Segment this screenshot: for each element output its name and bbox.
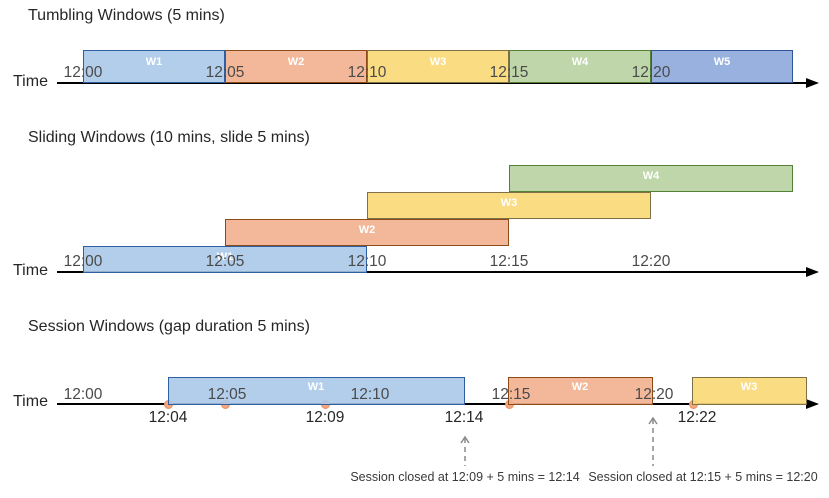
session-event-time-12-22: 12:22	[677, 409, 717, 426]
sliding-tick-12-10: 12:10	[347, 253, 387, 270]
tumbling-window-w1-label: W1	[145, 56, 163, 68]
sliding-window-w4	[509, 165, 793, 192]
session-tick-12-15: 12:15	[491, 386, 531, 403]
tumbling-window-w2	[225, 50, 367, 83]
sliding-tick-12-05: 12:05	[205, 253, 245, 270]
session-time-axis-label: Time	[13, 393, 48, 410]
tumbling-window-w5-label: W5	[713, 56, 731, 68]
tumbling-tick-12-00: 12:00	[63, 64, 103, 81]
tumbling-time-axis	[57, 82, 806, 84]
tumbling-window-w3	[367, 50, 509, 83]
session-event-time-12-04: 12:04	[148, 409, 188, 426]
sliding-time-axis-label: Time	[13, 262, 48, 279]
tumbling-tick-12-15: 12:15	[489, 64, 529, 81]
session-window-w2	[508, 377, 653, 405]
tumbling-time-axis-label: Time	[13, 73, 48, 90]
session-tick-12-10: 12:10	[350, 386, 390, 403]
session-axis-arrowhead-icon	[806, 399, 819, 409]
tumbling-tick-12-05: 12:05	[205, 64, 245, 81]
session-close-time-12-14: 12:14	[444, 409, 484, 426]
dashed-up-arrow-icon	[460, 435, 470, 466]
sliding-window-w2-label: W2	[358, 224, 376, 236]
tumbling-window-w1	[83, 50, 225, 83]
sliding-time-axis	[57, 271, 806, 273]
sliding-window-w1	[83, 246, 367, 273]
sliding-window-w4-label: W4	[642, 170, 660, 182]
session-closed-annotation-2: Session closed at 12:15 + 5 mins = 12:20	[588, 470, 818, 484]
sliding-tick-12-20: 12:20	[631, 253, 671, 270]
session-window-w3	[692, 377, 807, 405]
tumbling-window-w2-label: W2	[287, 56, 305, 68]
sliding-section-title: Sliding Windows (10 mins, slide 5 mins)	[28, 129, 310, 146]
sliding-axis-arrowhead-icon	[806, 267, 819, 277]
sliding-window-w2	[225, 219, 509, 246]
session-tick-12-20: 12:20	[634, 386, 674, 403]
tumbling-tick-12-10: 12:10	[347, 64, 387, 81]
sliding-window-w3	[367, 192, 651, 219]
tumbling-axis-arrowhead-icon	[806, 78, 819, 88]
session-window-w1-label: W1	[307, 381, 325, 393]
session-tick-12-05: 12:05	[207, 386, 247, 403]
tumbling-section-title: Tumbling Windows (5 mins)	[28, 7, 225, 24]
sliding-window-w3-label: W3	[500, 197, 518, 209]
session-event-time-12-09: 12:09	[305, 409, 345, 426]
sliding-tick-12-00: 12:00	[63, 253, 103, 270]
tumbling-window-w4-label: W4	[571, 56, 589, 68]
sliding-window-w1-label: W1	[216, 251, 234, 263]
session-closed-annotation-1: Session closed at 12:09 + 5 mins = 12:14	[350, 470, 580, 484]
session-section-title: Session Windows (gap duration 5 mins)	[28, 318, 310, 335]
session-window-w2-label: W2	[571, 381, 589, 393]
sliding-tick-12-15: 12:15	[489, 253, 529, 270]
session-window-w3-label: W3	[740, 381, 758, 393]
tumbling-window-w5	[651, 50, 793, 83]
session-tick-12-00: 12:00	[63, 386, 103, 403]
dashed-up-arrow-icon	[648, 416, 658, 466]
tumbling-tick-12-20: 12:20	[631, 64, 671, 81]
session-window-w1	[168, 377, 465, 405]
tumbling-window-w3-label: W3	[429, 56, 447, 68]
tumbling-window-w4	[509, 50, 651, 83]
